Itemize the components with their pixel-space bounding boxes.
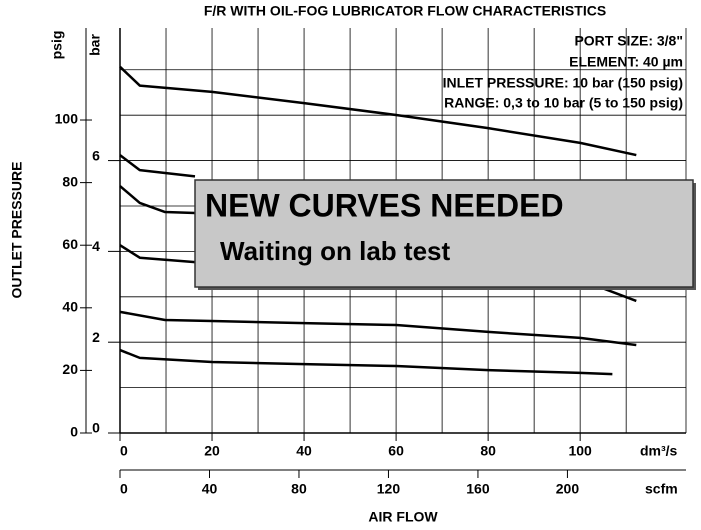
overlay-heading: NEW CURVES NEEDED xyxy=(205,187,564,223)
overlay-text: Waiting on lab test xyxy=(220,236,450,266)
y2-unit: bar xyxy=(87,34,103,56)
curve xyxy=(119,65,637,157)
y-tick-label: 100 xyxy=(55,111,79,127)
y2-tick-label: 4 xyxy=(92,238,100,254)
y-axis-label: OUTLET PRESSURE xyxy=(9,162,25,299)
x-tick-label: 40 xyxy=(296,443,312,459)
y-tick-label: 40 xyxy=(62,299,78,315)
annotation: INLET PRESSURE: 10 bar (150 psig) xyxy=(443,75,683,91)
x2-tick-label: 160 xyxy=(466,481,490,497)
x2-unit: scfm xyxy=(645,481,678,497)
y2-tick-label: 2 xyxy=(92,329,100,345)
x-tick-label: 60 xyxy=(388,443,404,459)
y-unit: psig xyxy=(49,31,65,60)
x-tick-label: 20 xyxy=(204,443,220,459)
chart-title: F/R WITH OIL-FOG LUBRICATOR FLOW CHARACT… xyxy=(204,3,606,19)
annotation: RANGE: 0,3 to 10 bar (5 to 150 psig) xyxy=(444,95,683,111)
y2-tick-label: 6 xyxy=(92,147,100,163)
x2-tick-label: 0 xyxy=(120,481,128,497)
y-tick-label: 20 xyxy=(62,361,78,377)
y-tick-label: 60 xyxy=(62,236,78,252)
annotation: PORT SIZE: 3/8" xyxy=(574,33,683,49)
x2-tick-label: 80 xyxy=(291,481,307,497)
x2-tick-label: 40 xyxy=(202,481,218,497)
y-tick-label: 0 xyxy=(70,424,78,440)
x-unit: dm³/s xyxy=(640,443,678,459)
y2-tick-label: 0 xyxy=(92,420,100,436)
overlay-box xyxy=(194,179,694,288)
curve xyxy=(119,185,196,215)
x2-tick-label: 120 xyxy=(377,481,401,497)
y-tick-label: 80 xyxy=(62,173,78,189)
x-axis-label: AIR FLOW xyxy=(368,509,438,525)
x2-tick-label: 200 xyxy=(556,481,580,497)
x-tick-label: 0 xyxy=(120,443,128,459)
curve xyxy=(119,348,613,376)
curve xyxy=(119,310,637,347)
x-tick-label: 100 xyxy=(568,443,592,459)
curve xyxy=(119,154,196,178)
x-tick-label: 80 xyxy=(480,443,496,459)
